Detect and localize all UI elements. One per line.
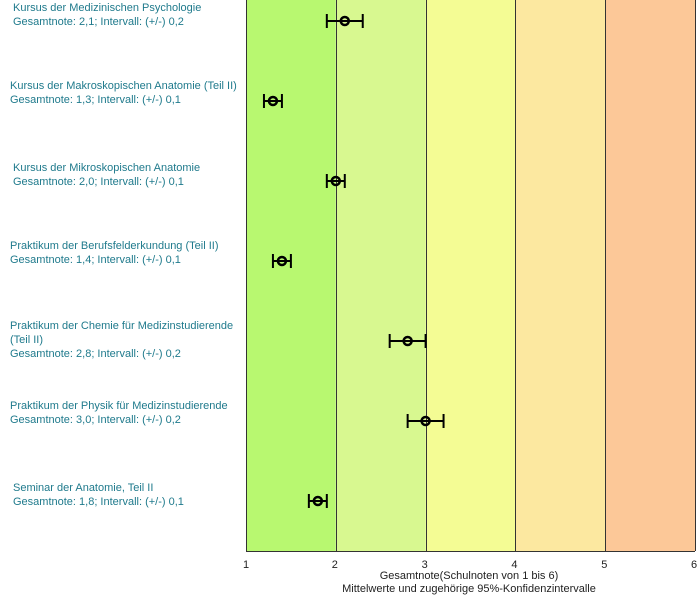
course-name: Seminar der Anatomie, Teil II bbox=[13, 482, 154, 494]
course-name: Praktikum der Berufsfelderkundung (Teil … bbox=[10, 240, 219, 252]
mean-point bbox=[420, 415, 431, 427]
x-tick-label-5: 5 bbox=[601, 559, 607, 571]
course-summary: Gesamtnote: 1,4; Intervall: (+/-) 0,1 bbox=[10, 254, 181, 266]
course-summary: Gesamtnote: 2,0; Intervall: (+/-) 0,1 bbox=[13, 176, 184, 188]
x-axis-label: Gesamtnote(Schulnoten von 1 bis 6) bbox=[380, 570, 559, 582]
mean-point bbox=[330, 175, 342, 187]
course-name: Kursus der Makroskopischen Anatomie (Tei… bbox=[10, 80, 237, 92]
x-tick-label-4: 4 bbox=[511, 559, 517, 571]
x-tick-label-6: 6 bbox=[691, 559, 697, 571]
course-summary: Gesamtnote: 3,0; Intervall: (+/-) 0,2 bbox=[10, 414, 181, 426]
mean-point bbox=[402, 335, 413, 347]
grade-zone-3 bbox=[425, 0, 516, 551]
course-label: Praktikum der Physik für Medizinstudiere… bbox=[10, 399, 240, 427]
course-name: Praktikum der Physik für Medizinstudiere… bbox=[10, 400, 228, 412]
course-label: Praktikum der Berufsfelderkundung (Teil … bbox=[10, 239, 240, 267]
course-label: Praktikum der Chemie für Medizinstudiere… bbox=[10, 319, 240, 361]
course-summary: Gesamtnote: 2,8; Intervall: (+/-) 0,2 bbox=[10, 348, 181, 360]
x-tick-label-1: 1 bbox=[243, 559, 249, 571]
course-summary: Gesamtnote: 1,8; Intervall: (+/-) 0,1 bbox=[13, 496, 184, 508]
mean-point bbox=[267, 95, 279, 107]
course-label: Seminar der Anatomie, Teil II Gesamtnote:… bbox=[13, 481, 245, 509]
grade-zone-2 bbox=[335, 0, 426, 551]
mean-point bbox=[276, 255, 288, 267]
mean-point bbox=[339, 15, 351, 27]
course-label: Kursus der Medizinischen Psychologie Gesa… bbox=[13, 1, 245, 29]
x-tick-label-2: 2 bbox=[332, 559, 338, 571]
course-name: Kursus der Mikroskopischen Anatomie bbox=[13, 162, 201, 174]
grade-zone-1 bbox=[246, 0, 336, 551]
grade-zone-5 bbox=[605, 0, 695, 551]
grade-zone-4 bbox=[515, 0, 606, 551]
x-tick-label-3: 3 bbox=[422, 559, 428, 571]
course-label: Kursus der Mikroskopischen Anatomie Gesam… bbox=[13, 161, 245, 189]
course-name: Praktikum der Chemie für Medizinstudiere… bbox=[10, 320, 234, 346]
course-label: Kursus der Makroskopischen Anatomie (Tei… bbox=[10, 79, 240, 107]
course-summary: Gesamtnote: 1,3; Intervall: (+/-) 0,1 bbox=[10, 94, 181, 106]
x-axis-sublabel: Mittelwerte und zugehörige 95%-Konfidenz… bbox=[342, 583, 596, 595]
mean-point bbox=[312, 495, 324, 507]
course-name: Kursus der Medizinischen Psychologie bbox=[13, 2, 202, 14]
course-summary: Gesamtnote: 2,1; Intervall: (+/-) 0,2 bbox=[13, 16, 184, 28]
